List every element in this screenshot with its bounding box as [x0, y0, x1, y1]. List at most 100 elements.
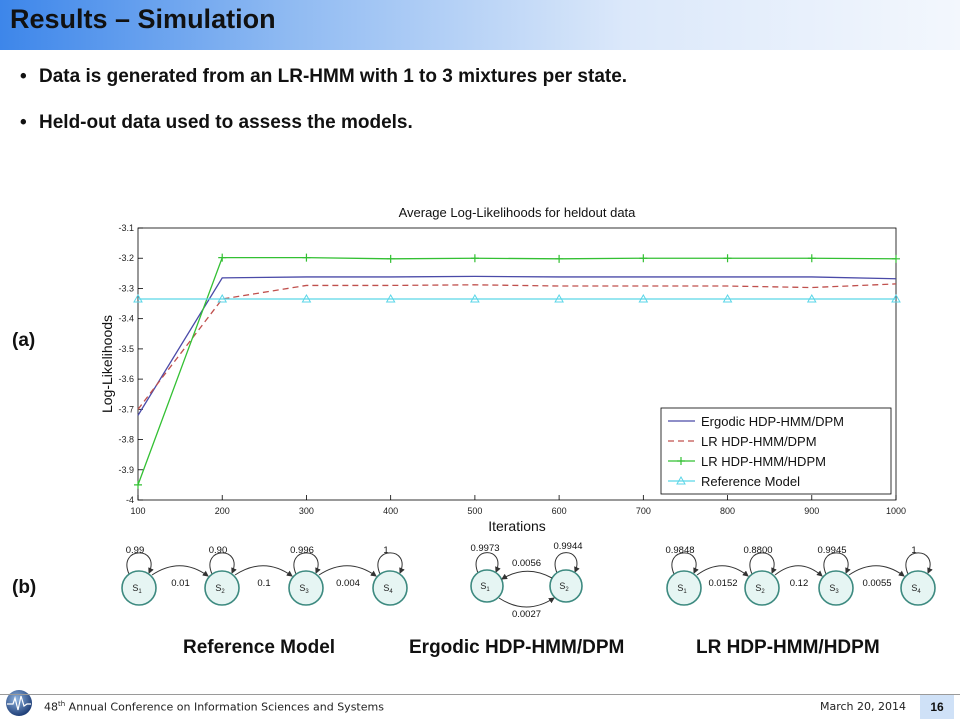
self-loop-probability: 1 [911, 545, 916, 556]
slide-title: Results – Simulation [10, 4, 276, 34]
state-node [818, 570, 854, 606]
lr-model-diagram: 0.9848 S1 0.8800 S2 0.9945 S3 1 S4 0.0152 0.12 0.0… [665, 545, 936, 606]
state-node [372, 570, 408, 606]
legend-label: LR HDP-HMM/DPM [701, 434, 817, 449]
data-point-Reference Model [891, 294, 901, 303]
state-label-index: 2 [565, 587, 569, 593]
y-tick-label: -3.3 [118, 283, 134, 293]
x-tick-label: 800 [720, 506, 735, 516]
state-node [121, 570, 157, 606]
y-tick-label: -3.1 [118, 223, 134, 233]
series-line-Ergodic HDP-HMM/DPM [137, 275, 897, 416]
bullet-text: Data is generated from an LR-HMM with 1 … [39, 66, 628, 87]
bullet-item: • Held-out data used to assess the model… [20, 112, 627, 158]
x-tick-label: 400 [383, 506, 398, 516]
transition-arrow [498, 597, 555, 608]
transition-arrow [151, 565, 209, 577]
y-tick-label: -3.2 [118, 253, 134, 263]
data-point-Reference Model [470, 294, 480, 303]
transition-arrow [848, 565, 905, 577]
legend-label: Ergodic HDP-HMM/DPM [701, 414, 844, 429]
y-tick-label: -3.8 [118, 435, 134, 445]
data-point-Reference Model [722, 294, 733, 303]
self-loop-probability: 0.90 [209, 545, 228, 556]
y-tick-label: -4 [126, 495, 134, 505]
self-loop-probability: 0.9944 [553, 541, 582, 552]
footer-conference: 48th Annual Conference on Information Sc… [44, 700, 384, 714]
panel-label-a: (a) [12, 330, 36, 351]
self-loop-probability: 0.9945 [817, 545, 846, 556]
y-tick-label: -3.9 [118, 465, 134, 475]
self-loop-arrow [749, 552, 777, 575]
data-point-Reference Model [133, 294, 143, 303]
state-node [549, 569, 583, 603]
x-tick-label: 100 [130, 506, 145, 516]
title-bar [0, 0, 960, 50]
y-tick-label: -3.4 [118, 314, 134, 324]
x-tick-label: 1000 [886, 506, 906, 516]
self-loop-probability: 0.8800 [743, 545, 772, 556]
state-label-index: 1 [683, 589, 687, 595]
data-point-Reference Model [806, 294, 817, 303]
reference-model-diagram: 0.99 S1 0.90 S2 0.996 S3 1 S4 0.01 0.1 0.004 [121, 545, 408, 606]
transition-arrow [696, 565, 749, 577]
state-node [288, 570, 324, 606]
state-label-index: 3 [835, 589, 839, 595]
x-tick-label: 200 [215, 506, 230, 516]
self-loop-probability: 0.99 [126, 545, 145, 556]
self-loop-probability: 0.996 [290, 545, 314, 556]
y-tick-label: -3.7 [118, 404, 134, 414]
legend-label: LR HDP-HMM/HDPM [701, 454, 826, 469]
state-label-index: 4 [389, 589, 393, 595]
lr-model-title: LR HDP-HMM/HDPM [696, 637, 880, 658]
state-label: S4 [911, 583, 921, 595]
state-label-index: 1 [486, 587, 490, 593]
self-loop-arrow [475, 552, 501, 574]
transition-probability: 0.1 [257, 578, 270, 589]
page-number: 16 [920, 695, 954, 719]
x-axis-label: Iterations [488, 518, 546, 534]
legend-marker-LR HDP-HMM/HDPM [677, 457, 685, 465]
state-label: S3 [829, 583, 839, 595]
state-label: S2 [215, 583, 225, 595]
self-loop-arrow [905, 552, 933, 575]
self-loop-arrow [671, 552, 699, 575]
chart-title: Average Log-Likelihoods for heldout data [399, 205, 637, 220]
reference-model-title: Reference Model [183, 637, 336, 658]
legend-marker-Reference Model [676, 475, 686, 485]
data-point-LR HDP-HMM/HDPM [302, 253, 311, 262]
data-point-LR HDP-HMM/HDPM [639, 254, 648, 263]
x-tick-label: 300 [299, 506, 314, 516]
x-tick-label: 900 [804, 506, 819, 516]
transition-probability: 0.0152 [708, 578, 737, 589]
transition-arrow [501, 570, 553, 580]
legend-label: Reference Model [701, 474, 800, 489]
bullet-list: • Data is generated from an LR-HMM with … [20, 66, 627, 158]
self-loop-arrow [126, 552, 154, 575]
ergodic-model-title: Ergodic HDP-HMM/DPM [409, 637, 625, 658]
legend-box [660, 407, 892, 495]
self-loop-arrow [293, 552, 321, 575]
ergodic-model-diagram: S1 S2 0.9973 0.9944 0.0056 0.0027 [470, 541, 583, 620]
transition-probability: 0.01 [171, 578, 190, 589]
transition-probability: 0.004 [336, 578, 360, 589]
y-axis-label: Log-Likelihoods [99, 315, 115, 413]
state-label-index: 3 [305, 589, 309, 595]
series-line-LR HDP-HMM/HDPM [137, 256, 897, 486]
panel-label-b: (b) [12, 577, 37, 598]
transition-arrow [318, 565, 377, 577]
bullet-item: • Data is generated from an LR-HMM with … [20, 66, 627, 112]
x-tick-label: 700 [636, 506, 651, 516]
data-point-Reference Model [301, 294, 312, 303]
bullet-dot: • [20, 112, 27, 133]
data-point-LR HDP-HMM/HDPM [892, 254, 900, 263]
state-node [470, 569, 504, 603]
self-loop-arrow [823, 552, 851, 575]
state-label-index: 4 [917, 589, 921, 595]
state-label-index: 1 [138, 589, 142, 595]
transition-arrow [774, 565, 823, 577]
transition-probability: 0.0056 [512, 558, 541, 569]
footer-date: March 20, 2014 [820, 700, 907, 713]
self-loop-arrow [554, 552, 580, 574]
state-label: S1 [677, 583, 687, 595]
